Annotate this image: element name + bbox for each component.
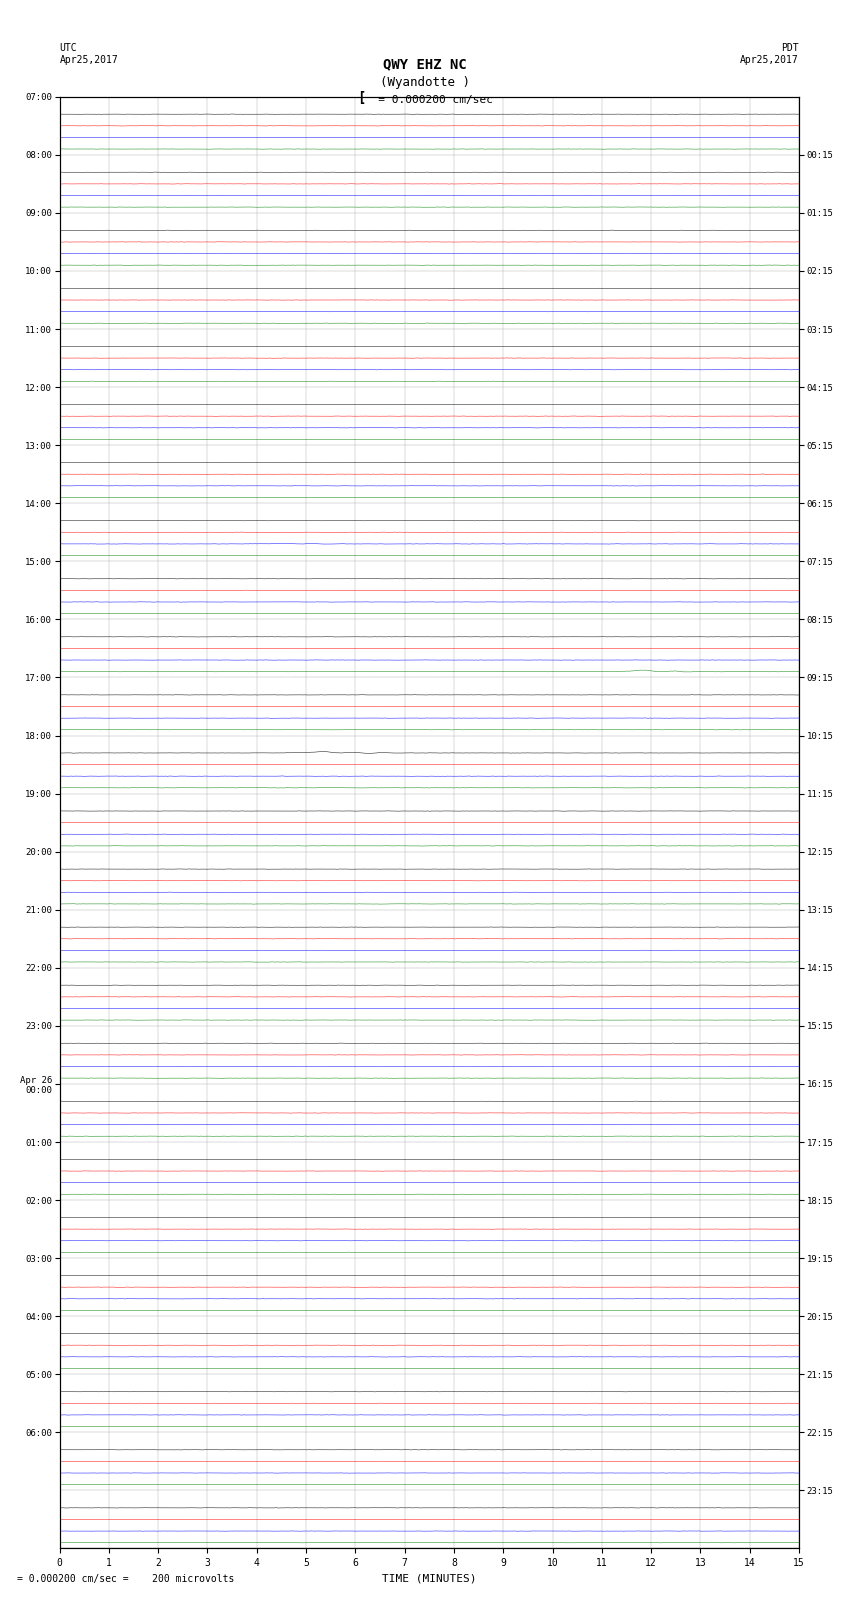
Text: = 0.000200 cm/sec: = 0.000200 cm/sec [358, 95, 492, 105]
Text: QWY EHZ NC: QWY EHZ NC [383, 56, 467, 71]
Text: UTC
Apr25,2017: UTC Apr25,2017 [60, 44, 118, 65]
Text: (Wyandotte ): (Wyandotte ) [380, 76, 470, 89]
Text: = 0.000200 cm/sec =    200 microvolts: = 0.000200 cm/sec = 200 microvolts [17, 1574, 235, 1584]
Text: PDT
Apr25,2017: PDT Apr25,2017 [740, 44, 799, 65]
X-axis label: TIME (MINUTES): TIME (MINUTES) [382, 1574, 477, 1584]
Text: [: [ [357, 90, 366, 105]
